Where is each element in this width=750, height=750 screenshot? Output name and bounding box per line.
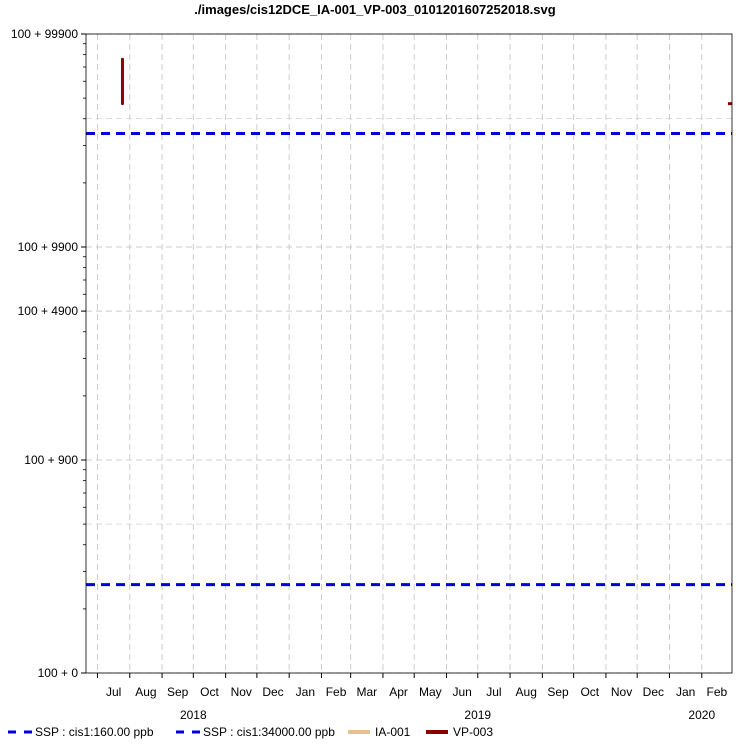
x-tick-label: Aug: [516, 685, 537, 699]
x-tick-label: Aug: [135, 685, 156, 699]
y-tick-label: 100 + 4900: [18, 304, 79, 318]
x-tick-label: Feb: [707, 685, 728, 699]
legend: SSP : cis1:160.00 ppb SSP : cis1:34000.00…: [8, 725, 493, 739]
x-tick-label: Oct: [580, 685, 599, 699]
y-tick-label: 100 + 900: [24, 453, 78, 467]
x-tick-label: Jul: [486, 685, 501, 699]
x-tick-label: Sep: [167, 685, 189, 699]
legend-label: SSP : cis1:34000.00 ppb: [203, 725, 335, 739]
x-tick-label: Dec: [643, 685, 664, 699]
chart-title: ./images/cis12DCE_IA-001_VP-003_01012016…: [194, 2, 555, 17]
x-year-label: 2020: [688, 708, 715, 722]
x-year-label: 2018: [180, 708, 207, 722]
x-tick-label: Jan: [296, 685, 315, 699]
x-tick-label: Jul: [106, 685, 121, 699]
x-tick-label: Dec: [262, 685, 283, 699]
y-tick-label: 100 + 99900: [11, 27, 78, 41]
x-tick-label: Nov: [231, 685, 252, 699]
legend-label: VP-003: [453, 725, 493, 739]
x-tick-label: Sep: [547, 685, 569, 699]
x-tick-label: Feb: [326, 685, 347, 699]
y-tick-label: 100 + 9900: [18, 240, 79, 254]
legend-label: SSP : cis1:160.00 ppb: [35, 725, 154, 739]
x-tick-label: Apr: [389, 685, 408, 699]
legend-label: IA-001: [375, 725, 411, 739]
plot-frame: [85, 33, 733, 674]
grid: [86, 33, 732, 674]
x-axis: Jul Aug Sep Oct Nov Dec Jan Feb Mar Apr May Jun Jul A…: [96, 673, 728, 722]
plot-series: [86, 57, 732, 587]
x-year-label: 2019: [464, 708, 491, 722]
x-tick-label: Jun: [452, 685, 471, 699]
y-axis: 100 + 99900 100 + 9900 100 + 4900 100 + 900…: [11, 27, 86, 680]
x-tick-label: Nov: [611, 685, 632, 699]
x-tick-label: Oct: [200, 685, 219, 699]
y-tick-label: 100 + 0: [38, 666, 79, 680]
x-tick-label: Mar: [356, 685, 377, 699]
x-tick-label: Jan: [676, 685, 695, 699]
x-tick-label: May: [419, 685, 442, 699]
